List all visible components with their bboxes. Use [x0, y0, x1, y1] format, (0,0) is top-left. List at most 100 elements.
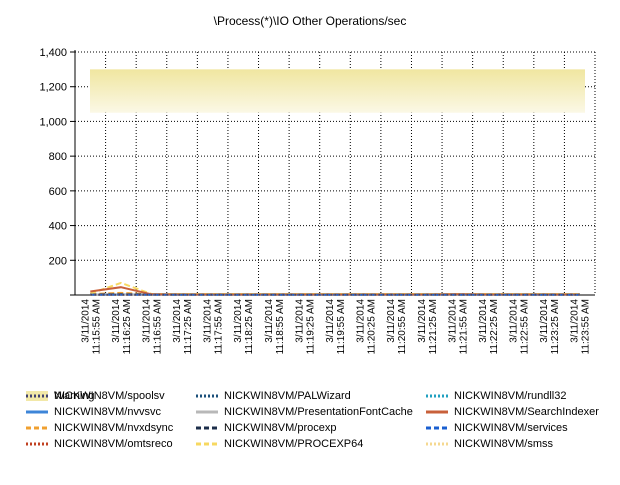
warning-band-layer [90, 69, 585, 112]
legend-item: NICKWIN8VM/SearchIndexer [426, 404, 599, 420]
series-line-procexp64 [90, 283, 579, 294]
legend-swatch [426, 390, 448, 402]
legend-item: NICKWIN8VM/omtsreco [26, 436, 173, 452]
x-tick-label-time: 11:20:25 AM [367, 299, 378, 354]
chart-title: \Process(*)\IO Other Operations/sec [214, 14, 407, 28]
legend-label: NICKWIN8VM/nvxdsync [54, 422, 173, 434]
legend-swatch [196, 422, 218, 434]
legend-swatch [196, 390, 218, 402]
warning-band [90, 69, 585, 112]
y-tick-label: 1,000 [39, 116, 67, 128]
x-tick-label-date: 3/11/2014 [294, 299, 305, 343]
legend-label: NICKWIN8VM/smss [454, 438, 553, 450]
x-tick-label-time: 11:16:55 AM [152, 299, 163, 354]
x-tick-label-date: 3/11/2014 [172, 299, 183, 343]
legend-label: NICKWIN8VM/nvvsvc [54, 406, 161, 418]
x-tick-label-date: 3/11/2014 [570, 299, 581, 343]
legend-label: NICKWIN8VM/PALWizard [224, 390, 351, 402]
series-layer [90, 283, 579, 295]
legend-swatch [26, 438, 48, 450]
x-tick-label-date: 3/11/2014 [386, 299, 397, 343]
x-tick-label-time: 11:15:55 AM [91, 299, 102, 354]
x-tick-label-time: 11:18:25 AM [244, 299, 255, 354]
legend-item: NICKWIN8VM/nvxdsync [26, 420, 173, 436]
y-tick-label: 600 [49, 186, 67, 198]
legend-item: NICKWIN8VM/PROCEXP64 [196, 436, 363, 452]
legend-item: NICKWIN8VM/nvvsvc [26, 404, 161, 420]
legend-item: NICKWIN8VM/spoolsv [26, 388, 165, 404]
legend-swatch [26, 422, 48, 434]
x-tick-label-date: 3/11/2014 [325, 299, 336, 343]
x-tick-label-date: 3/11/2014 [478, 299, 489, 343]
x-tick-label-date: 3/11/2014 [447, 299, 458, 343]
x-tick-label-date: 3/11/2014 [80, 299, 91, 343]
y-tick-label: 1,200 [39, 82, 67, 94]
legend-swatch [196, 438, 218, 450]
legend-swatch [26, 406, 48, 418]
legend-item: NICKWIN8VM/procexp [196, 420, 336, 436]
legend-swatch [26, 390, 48, 402]
legend-swatch [196, 406, 218, 418]
legend-item: NICKWIN8VM/rundll32 [426, 388, 566, 404]
legend-swatch [426, 406, 448, 418]
x-tick-label-time: 11:17:55 AM [214, 299, 225, 354]
x-tick-label-date: 3/11/2014 [509, 299, 520, 343]
y-tick-label: 1,400 [39, 47, 67, 59]
x-tick-label-time: 11:22:55 AM [520, 299, 531, 354]
legend-item: NICKWIN8VM/PALWizard [196, 388, 351, 404]
x-tick-label-date: 3/11/2014 [356, 299, 367, 343]
legend-item: NICKWIN8VM/services [426, 420, 568, 436]
x-tick-label-date: 3/11/2014 [203, 299, 214, 343]
x-tick-label-time: 11:21:25 AM [428, 299, 439, 354]
x-tick-label-time: 11:17:25 AM [183, 299, 194, 354]
x-tick-label-date: 3/11/2014 [264, 299, 275, 343]
legend-label: NICKWIN8VM/PresentationFontCache [224, 406, 413, 418]
x-tick-label-time: 11:23:55 AM [581, 299, 592, 354]
x-tick-label-time: 11:20:55 AM [397, 299, 408, 354]
x-tick-label-time: 11:21:55 AM [458, 299, 469, 354]
x-tick-label-date: 3/11/2014 [539, 299, 550, 343]
legend-label: NICKWIN8VM/omtsreco [54, 438, 173, 450]
legend-label: NICKWIN8VM/rundll32 [454, 390, 566, 402]
x-tick-label-time: 11:19:55 AM [336, 299, 347, 354]
x-tick-label-date: 3/11/2014 [111, 299, 122, 343]
legend-label: NICKWIN8VM/procexp [224, 422, 336, 434]
legend-swatch [426, 438, 448, 450]
y-tick-label: 400 [49, 221, 67, 233]
x-tick-label-date: 3/11/2014 [233, 299, 244, 343]
x-tick-label-date: 3/11/2014 [417, 299, 428, 343]
legend-swatch [426, 422, 448, 434]
y-tick-label: 200 [49, 255, 67, 267]
y-tick-label: 800 [49, 151, 67, 163]
x-tick-label-time: 11:18:55 AM [275, 299, 286, 354]
legend-label: NICKWIN8VM/PROCEXP64 [224, 438, 363, 450]
legend-label: NICKWIN8VM/services [454, 422, 568, 434]
x-tick-label-date: 3/11/2014 [141, 299, 152, 343]
x-tick-label-time: 11:19:25 AM [305, 299, 316, 354]
x-tick-label-time: 11:23:25 AM [550, 299, 561, 354]
legend-item: NICKWIN8VM/PresentationFontCache [196, 404, 413, 420]
legend-label: NICKWIN8VM/SearchIndexer [454, 406, 599, 418]
legend-item: NICKWIN8VM/smss [426, 436, 553, 452]
legend-label: NICKWIN8VM/spoolsv [54, 390, 165, 402]
x-tick-label-time: 11:22:25 AM [489, 299, 500, 354]
